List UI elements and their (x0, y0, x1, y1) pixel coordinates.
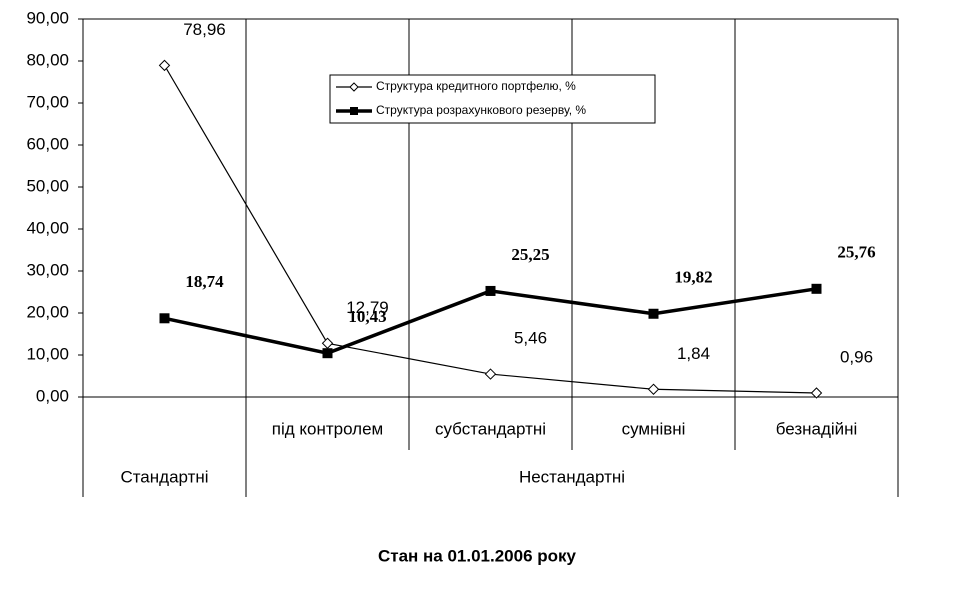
data-label: 12,79 (346, 298, 389, 317)
data-label: 10,43 (348, 307, 386, 326)
point (322, 348, 333, 359)
point (810, 387, 823, 399)
y-tick-label: 10,00 (26, 344, 69, 363)
chart-title: Стан на 01.01.2006 року (378, 546, 577, 565)
point (485, 285, 496, 296)
category-group-label: Стандартні (120, 467, 208, 486)
x-tick-label: під контролем (272, 419, 383, 438)
data-label: 78,96 (183, 20, 226, 39)
point (648, 308, 659, 319)
x-tick-label: безнадійні (776, 419, 858, 438)
y-tick-label: 80,00 (26, 50, 69, 69)
point (159, 313, 170, 324)
data-label: 5,46 (514, 329, 547, 348)
data-label: 19,82 (674, 268, 712, 287)
data-label: 18,74 (185, 272, 224, 291)
y-tick-label: 50,00 (26, 176, 69, 195)
y-tick-label: 40,00 (26, 218, 69, 237)
data-label: 25,25 (511, 245, 549, 264)
legend-label: Структура кредитного портфелю, % (376, 79, 576, 93)
point (811, 283, 822, 294)
y-tick-label: 90,00 (26, 8, 69, 27)
legend-marker (350, 107, 358, 115)
point (484, 368, 497, 380)
point (158, 59, 171, 72)
category-group-label: Нестандартні (519, 467, 625, 486)
y-tick-label: 30,00 (26, 260, 69, 279)
point (647, 383, 660, 395)
point (321, 337, 334, 349)
legend-marker (349, 82, 359, 92)
series-line (164, 287, 817, 356)
y-tick-label: 60,00 (26, 134, 69, 153)
x-tick-label: субстандартні (435, 419, 546, 438)
legend-label: Структура розрахункового резерву, % (376, 103, 586, 117)
y-tick-label: 20,00 (26, 302, 69, 321)
data-label: 25,76 (837, 243, 875, 262)
x-tick-label: сумнівні (622, 419, 686, 438)
data-label: 0,96 (840, 347, 873, 366)
data-label: 1,84 (677, 344, 710, 363)
legend (329, 74, 656, 124)
y-tick-label: 70,00 (26, 92, 69, 111)
y-tick-label: 0,00 (36, 386, 69, 405)
